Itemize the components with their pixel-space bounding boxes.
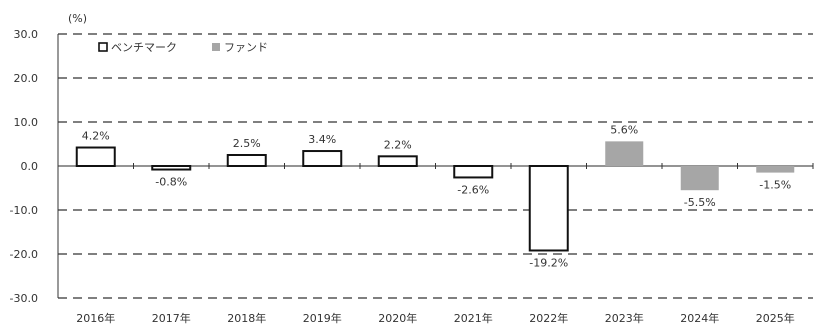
legend-swatch-fund bbox=[212, 43, 220, 51]
bar-benchmark bbox=[377, 155, 418, 168]
y-tick-label: 10.0 bbox=[14, 116, 39, 129]
legend-swatch-benchmark bbox=[98, 42, 108, 52]
bar-benchmark bbox=[528, 165, 569, 252]
x-tick-label: 2017年 bbox=[152, 311, 191, 325]
data-label: 2.5% bbox=[233, 137, 261, 150]
x-tick-label: 2025年 bbox=[756, 311, 795, 325]
x-tick-label: 2019年 bbox=[303, 311, 342, 325]
x-tick-label: 2021年 bbox=[454, 311, 493, 325]
y-tick-label: 20.0 bbox=[14, 72, 39, 85]
bars bbox=[75, 141, 795, 252]
x-tick-label: 2022年 bbox=[529, 311, 568, 325]
legend-label-fund: ファンド bbox=[224, 41, 268, 54]
bar-benchmark bbox=[226, 154, 267, 167]
y-tick-label: 30.0 bbox=[14, 28, 39, 41]
x-tick-label: 2016年 bbox=[76, 311, 115, 325]
x-tick-label: 2024年 bbox=[680, 311, 719, 325]
x-tick-label: 2020年 bbox=[378, 311, 417, 325]
y-tick-label: -10.0 bbox=[10, 204, 38, 217]
y-tick-label: -30.0 bbox=[10, 292, 38, 305]
x-tick-label: 2023年 bbox=[605, 311, 644, 325]
bar-benchmark bbox=[302, 150, 343, 167]
y-tick-label: 0.0 bbox=[21, 160, 39, 173]
y-tick-label: -20.0 bbox=[10, 248, 38, 261]
y-axis-ticks: 30.0 20.0 10.0 0.0 -10.0 -20.0 -30.0 bbox=[10, 28, 38, 305]
data-label: 2.2% bbox=[384, 138, 412, 151]
bar-benchmark bbox=[75, 146, 116, 168]
bar-fund bbox=[756, 166, 795, 173]
legend-label-benchmark: ベンチマーク bbox=[111, 41, 177, 54]
data-label: -1.5% bbox=[759, 179, 791, 192]
x-tick-label: 2018年 bbox=[227, 311, 266, 325]
data-label: -19.2% bbox=[529, 256, 568, 269]
bar-fund bbox=[680, 166, 719, 191]
data-label: 5.6% bbox=[610, 123, 638, 136]
data-label: -5.5% bbox=[684, 196, 716, 209]
y-unit-label: (%) bbox=[68, 12, 87, 25]
bar-benchmark bbox=[453, 165, 494, 179]
x-axis-ticks: 2016年 2017年 2018年 2019年 2020年 2021年 2022年 2023年… bbox=[76, 311, 795, 325]
data-label: 4.2% bbox=[82, 130, 110, 143]
bar-benchmark bbox=[151, 165, 192, 171]
data-label: -2.6% bbox=[457, 183, 489, 196]
bar-fund bbox=[605, 141, 644, 166]
data-label: -0.8% bbox=[155, 176, 187, 189]
legend: ベンチマーク ファンド bbox=[98, 41, 268, 54]
data-labels: 4.2% -0.8% 2.5% 3.4% 2.2% -2.6% -19.2% 5.6% -5.5… bbox=[82, 123, 791, 269]
data-label: 3.4% bbox=[308, 133, 336, 146]
